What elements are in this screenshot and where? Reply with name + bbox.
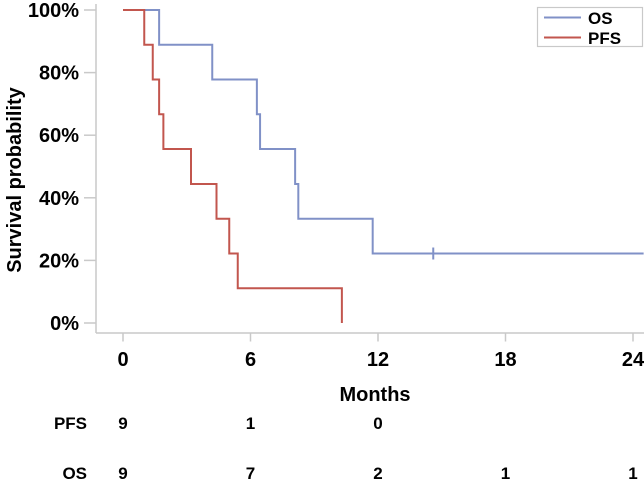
x-tick-labels: 0 6 12 18 24 [117, 349, 644, 371]
risk-value: 1 [246, 414, 255, 433]
risk-value: 0 [373, 414, 382, 433]
os-survival-curve [123, 9, 644, 260]
os-step-path [123, 9, 644, 255]
y-tick-label: 40% [39, 188, 79, 210]
y-axis: 100% 80% 60% 40% 20% 0% Survival probability [4, 0, 97, 335]
y-tick-label: 100% [28, 0, 79, 22]
risk-value: 9 [118, 464, 127, 482]
y-tick-marks [84, 9, 96, 324]
y-tick-label: 60% [39, 125, 79, 147]
pfs-step-path [123, 9, 343, 323]
risk-value: 7 [246, 464, 255, 482]
pfs-survival-curve [123, 9, 343, 323]
risk-value: 1 [628, 464, 637, 482]
y-tick-label: 80% [39, 63, 79, 85]
legend-os-label: OS [588, 9, 613, 28]
risk-row-os-label: OS [62, 464, 87, 482]
number-at-risk-table: PFS OS 9 1 0 9 7 2 1 1 [54, 414, 638, 482]
x-tick-label: 24 [622, 349, 644, 371]
x-axis-title: Months [339, 384, 410, 406]
y-tick-label: 20% [39, 250, 79, 272]
risk-value: 1 [501, 464, 510, 482]
legend-pfs-label: PFS [588, 29, 621, 48]
risk-row-pfs-values: 9 1 0 [118, 414, 382, 433]
x-tick-label: 0 [117, 349, 128, 371]
y-tick-labels: 100% 80% 60% 40% 20% 0% [28, 0, 79, 335]
x-tick-marks [122, 333, 634, 342]
risk-row-pfs-label: PFS [54, 414, 87, 433]
x-tick-label: 18 [494, 349, 516, 371]
legend-box [536, 6, 644, 48]
risk-value: 9 [118, 414, 127, 433]
x-tick-label: 6 [245, 349, 256, 371]
y-axis-title: Survival probability [4, 86, 26, 272]
risk-row-os-values: 9 7 2 1 1 [118, 464, 637, 482]
x-tick-label: 12 [367, 349, 389, 371]
legend: OS PFS [536, 6, 644, 48]
risk-value: 2 [373, 464, 382, 482]
x-axis: 0 6 12 18 24 Months [96, 332, 644, 406]
y-tick-label: 0% [50, 313, 79, 335]
